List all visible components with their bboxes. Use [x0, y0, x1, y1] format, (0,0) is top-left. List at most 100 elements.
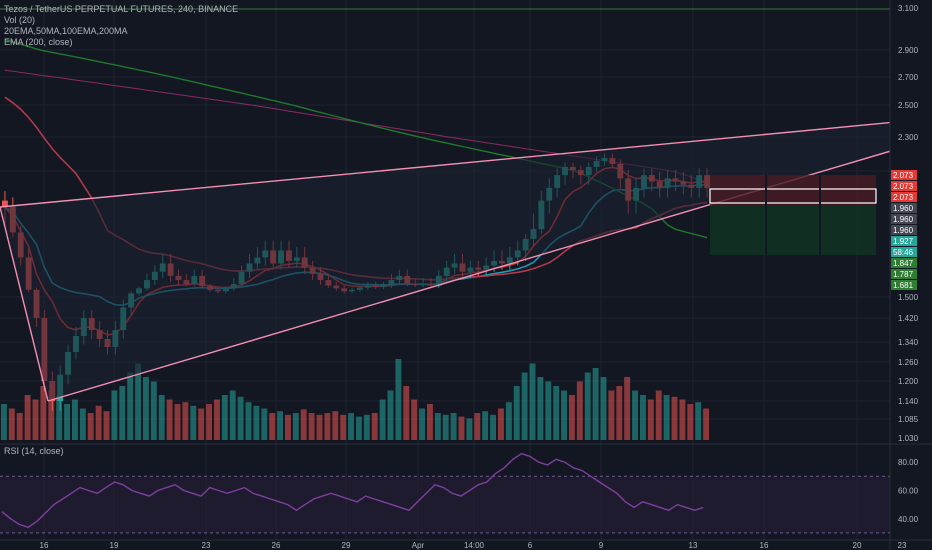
time-tick-label: 23	[898, 541, 907, 550]
volume-bar	[419, 408, 425, 440]
ema200-indicator-label[interactable]: EMA (200, close)	[4, 37, 73, 47]
volume-bar	[79, 408, 86, 440]
rsi-indicator-label[interactable]: RSI (14, close)	[4, 446, 64, 456]
volume-bar	[8, 408, 15, 440]
volume-bar	[221, 395, 228, 440]
volume-bar	[206, 404, 212, 440]
volume-bar	[64, 404, 70, 440]
volume-bar	[537, 377, 544, 440]
price-badge	[891, 170, 917, 180]
volume-bar	[261, 408, 268, 440]
volume-bar	[143, 377, 149, 440]
volume-bar	[387, 390, 394, 440]
volume-bar	[474, 413, 481, 440]
time-tick-label: 6	[528, 541, 533, 550]
symbol-title[interactable]: Tezos / TetherUS PERPETUAL FUTURES, 240,…	[4, 4, 239, 14]
volume-bar	[150, 381, 157, 440]
volume-bar	[679, 399, 686, 440]
price-tick-label: 1.500	[898, 293, 919, 302]
price-tick-label: 1.085	[898, 415, 919, 424]
price-tick-label: 1.030	[898, 434, 919, 443]
price-badge	[891, 192, 917, 202]
volume-bar	[671, 396, 678, 440]
volume-bar	[569, 395, 575, 440]
volume-bar	[427, 404, 433, 440]
time-tick-label: 16	[40, 541, 49, 550]
volume-bar	[592, 368, 599, 440]
volume-bar	[269, 413, 276, 440]
price-tick-label: 1.260	[898, 358, 919, 367]
drawing-tools	[0, 121, 891, 402]
volume-bar	[166, 399, 173, 440]
price-badge-label: 1.681	[893, 281, 914, 290]
volume-bar	[403, 386, 410, 440]
price-tick-label: 1.140	[898, 397, 919, 406]
volume-bar	[174, 404, 181, 440]
price-tick-label: 2.500	[898, 101, 919, 110]
price-badge	[891, 203, 917, 213]
volume-bar	[324, 413, 331, 440]
time-tick-label: 13	[689, 541, 698, 550]
price-badge-label: 1.960	[893, 215, 914, 224]
price-tick-label: 2.700	[898, 73, 919, 82]
price-axis: 3.100 2.900 2.700 2.500 2.300 1.500 1.420 1.340…	[889, 0, 919, 550]
volume-bar	[16, 413, 23, 440]
volume-bar	[640, 395, 646, 440]
rsi-tick-label: 80.00	[898, 458, 919, 467]
time-tick-label: 9	[599, 541, 604, 550]
ema-indicator-label[interactable]: 20EMA,50MA,100EMA,200MA	[4, 26, 128, 36]
price-badge-label: 2.073	[893, 171, 914, 180]
take-profit-zone	[710, 205, 876, 255]
price-badge	[891, 225, 917, 235]
volume-bar	[340, 414, 347, 440]
volume-bar	[379, 399, 386, 440]
volume-bar	[214, 399, 220, 440]
price-badge	[891, 181, 917, 191]
rsi-band	[0, 476, 890, 533]
time-tick-label: 29	[342, 541, 351, 550]
volume-bar	[40, 386, 47, 440]
price-badge-label: 1.960	[893, 226, 914, 235]
volume-bar	[466, 418, 473, 440]
volume-bar	[127, 372, 134, 440]
price-badge-label: 1.787	[893, 270, 914, 279]
price-badge-label: 1.927	[893, 237, 914, 246]
time-tick-label: 20	[853, 541, 862, 550]
rsi-panel	[0, 443, 932, 534]
volume-bar	[72, 399, 78, 440]
price-badge	[891, 269, 917, 279]
volume-bar	[32, 399, 39, 440]
volume-bar	[1, 404, 7, 440]
time-tick-label: 26	[272, 541, 281, 550]
volume-bar	[498, 408, 504, 440]
volume-bar	[545, 381, 552, 440]
volume-bar	[616, 386, 623, 440]
rsi-line	[1, 452, 704, 529]
volume-bar	[584, 372, 591, 440]
volume-bar	[190, 405, 197, 440]
price-badge-label: 1.960	[893, 204, 914, 213]
volume-bar	[182, 402, 189, 440]
price-badge-label: 2.073	[893, 193, 914, 202]
wedge-left-line	[0, 206, 49, 402]
price-tick-label: 3.100	[898, 4, 919, 13]
volume-bar	[245, 402, 252, 440]
volume-bar	[95, 405, 102, 440]
price-badges: 2.073 2.073 2.073 1.960 1.960 1.960 1.927 58:46…	[891, 170, 917, 290]
time-tick-label: 23	[202, 541, 211, 550]
time-tick-label: 16	[760, 541, 769, 550]
volume-bar	[300, 409, 307, 440]
volume-bar	[624, 377, 631, 440]
volume-bar	[521, 372, 528, 440]
volume-bar	[316, 414, 323, 440]
volume-bar	[411, 399, 418, 440]
volume-bar	[561, 390, 567, 440]
price-tick-label: 1.340	[898, 338, 919, 347]
volume-bar	[356, 416, 362, 440]
volume-bar	[458, 416, 465, 440]
volume-bar	[482, 411, 489, 440]
volume-indicator-label[interactable]: Vol (20)	[4, 15, 36, 25]
price-tick-label: 1.420	[898, 314, 919, 323]
volume-bar	[277, 411, 283, 440]
